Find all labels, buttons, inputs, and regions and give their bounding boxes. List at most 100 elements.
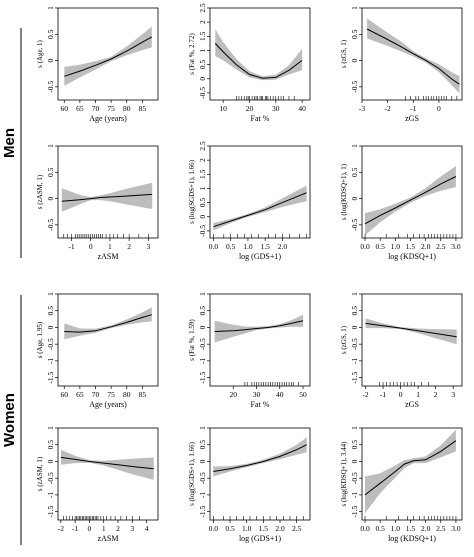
panel-12: 0.0 0.5 1.0 1.5 2.0 2.5 3.0 1 0.5 0 -0.5 -1 -1.5 log … [340, 426, 463, 543]
y-tick-label: -0.5 [46, 472, 55, 484]
x-tick-label: 2 [434, 390, 438, 399]
x-tick-label: 0 [437, 104, 441, 113]
y-tick-label: 0 [350, 58, 359, 62]
y-axis-label: s (log(SGDS+1), 1.66) [188, 441, 196, 506]
y-tick-label: 0 [350, 325, 359, 329]
y-tick-label: 1 [46, 292, 55, 296]
x-tick-label: 40 [276, 390, 284, 399]
x-tick-label: 80 [123, 104, 131, 113]
y-axis-label: s (Fat %, 1.59) [188, 319, 196, 361]
x-tick-label: 0.5 [226, 242, 236, 251]
panel-9: -2 -1 0 1 2 3 1 0.5 0 -0.5 -1 -1.5 zGS s (zGS, 1) [340, 292, 463, 409]
smooth-line [365, 322, 457, 338]
group-label-men: Men [1, 28, 22, 258]
x-tick-label: 1.0 [391, 242, 401, 251]
y-tick-label: 2.5 [198, 141, 207, 151]
smooth-line [214, 43, 303, 79]
x-tick-label: 0.0 [209, 242, 219, 251]
smooth-line [364, 440, 457, 496]
panel-6: 0.0 0.5 1.0 1.5 2.0 2.5 3.0 1 0.5 0 -0.5 log (KDSQ+… [340, 144, 463, 261]
x-tick-label: 0 [399, 390, 403, 399]
y-axis-label: s (Age, 1) [36, 39, 44, 67]
x-tick-label: 85 [139, 390, 147, 399]
x-tick-label: 2.5 [292, 524, 302, 533]
y-tick-label: 1 [46, 6, 55, 10]
x-tick-label: 85 [139, 104, 147, 113]
x-tick-label: -1 [68, 242, 74, 251]
x-tick-label: -2 [385, 104, 391, 113]
confidence-band [60, 449, 154, 480]
plot-frame [361, 145, 463, 239]
y-tick-label: -0.5 [350, 472, 359, 484]
confidence-band [213, 437, 307, 477]
x-tick-label: 2.0 [421, 242, 431, 251]
x-tick-label: 0 [89, 242, 93, 251]
smooth-line [214, 320, 304, 332]
y-tick-label: -0.5 [350, 81, 359, 93]
group-title-men: Men [1, 128, 18, 158]
y-tick-label: -0.5 [46, 219, 55, 231]
y-axis-label: s (zGS, 1) [340, 39, 348, 68]
x-tick-label: 60 [61, 104, 69, 113]
y-tick-label: -1.5 [350, 505, 359, 517]
confidence-band [367, 18, 460, 94]
y-tick-label: 0.5 [46, 167, 55, 177]
y-tick-label: 0 [198, 215, 207, 219]
panel-11: 0.0 0.5 1.0 1.5 2.0 2.5 1 0.5 0 -0.5 -1 -1.5 log (GD… [188, 426, 311, 543]
y-tick-label: 1 [350, 144, 359, 148]
confidence-band [64, 26, 152, 86]
y-tick-label: 0.5 [198, 198, 207, 208]
y-tick-label: -1.5 [198, 371, 207, 383]
y-tick-label: 1.5 [198, 31, 207, 41]
plot-frame [209, 427, 311, 521]
y-tick-label: 1 [350, 6, 359, 10]
x-tick-label: 0.5 [375, 242, 385, 251]
x-tick-label: 0.0 [209, 524, 219, 533]
x-tick-label: 65 [76, 390, 84, 399]
smooth-line [64, 314, 152, 333]
smooth-line [213, 444, 307, 472]
confidence-band [365, 318, 457, 345]
x-axis-label: Age (years) [89, 400, 127, 409]
y-tick-label: -1.5 [198, 505, 207, 517]
x-tick-label: 1.5 [406, 242, 416, 251]
y-tick-label: 0.5 [350, 306, 359, 316]
smooth-line [64, 36, 153, 77]
x-tick-label: 1.0 [242, 524, 252, 533]
y-tick-label: 1.5 [198, 169, 207, 179]
y-tick-label: 0 [198, 77, 207, 81]
group-label-women: Women [1, 295, 22, 545]
x-tick-label: 70 [92, 390, 100, 399]
x-tick-label: -1 [410, 104, 416, 113]
smooth-line [60, 456, 154, 470]
confidence-band [213, 185, 307, 231]
y-tick-label: -1.5 [350, 371, 359, 383]
x-tick-label: 1.5 [406, 524, 416, 533]
y-tick-label: 0 [350, 459, 359, 463]
x-tick-label: 2.5 [436, 524, 446, 533]
x-tick-label: 1.0 [391, 524, 401, 533]
y-tick-label: -0.5 [46, 81, 55, 93]
y-tick-label: 0 [350, 196, 359, 200]
y-tick-label: -1 [46, 492, 55, 498]
y-tick-label: 1 [198, 426, 207, 430]
y-tick-label: -1 [350, 492, 359, 498]
x-tick-label: 30 [272, 104, 280, 113]
x-axis-label: zGS [405, 114, 419, 123]
plot-frame [57, 293, 159, 387]
plot-frame [361, 7, 463, 101]
x-tick-label: 3.0 [451, 524, 461, 533]
x-axis-label: log (KDSQ+1) [388, 534, 436, 543]
y-tick-label: 1 [198, 292, 207, 296]
y-tick-label: 0.5 [350, 440, 359, 450]
x-axis-label: zASM [98, 534, 119, 543]
x-axis-label: zGS [405, 400, 419, 409]
y-tick-label: 0.5 [46, 440, 55, 450]
y-axis-label: s (zASM, 1) [36, 174, 44, 209]
x-tick-label: 1 [108, 242, 112, 251]
y-tick-label: 0.5 [46, 29, 55, 39]
y-tick-label: -0.5 [46, 338, 55, 350]
x-tick-label: 3.0 [451, 242, 461, 251]
y-tick-label: -1.5 [46, 371, 55, 383]
x-axis-label: log (GDS+1) [239, 252, 281, 261]
